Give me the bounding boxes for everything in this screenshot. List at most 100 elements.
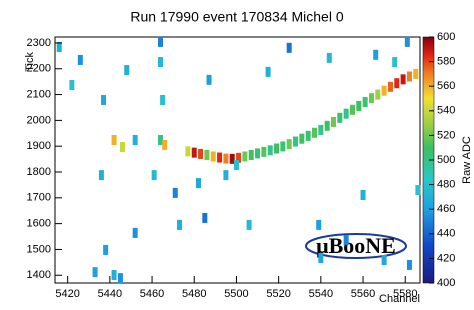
cell [261, 147, 266, 157]
cell [255, 148, 260, 158]
x-tick-label: 5460 [140, 288, 164, 300]
cell [373, 50, 378, 60]
cell [280, 141, 285, 151]
y-tick-label: 2100 [27, 88, 51, 100]
colorbar-tick-label: 520 [437, 129, 455, 141]
cell [392, 57, 397, 67]
cell [316, 220, 321, 230]
cell [133, 135, 138, 145]
colorbar-tick-label: 600 [437, 31, 455, 43]
cell [356, 101, 361, 111]
cell [211, 152, 216, 162]
colorbar-tick-label: 540 [437, 105, 455, 117]
cell [173, 188, 178, 198]
y-tick-label: 2300 [27, 37, 51, 49]
cell [405, 37, 410, 47]
cell [325, 121, 330, 131]
page: Run 17990 event 170834 Michel 0 Channel … [0, 0, 474, 310]
colorbar-tick-label: 440 [437, 228, 455, 240]
y-tick-label: 1600 [27, 218, 51, 230]
cell [223, 170, 228, 180]
cell [287, 139, 292, 149]
cell [69, 80, 74, 90]
chart-title: Run 17990 event 170834 Michel 0 [130, 9, 343, 25]
cell [363, 97, 368, 107]
cell [57, 42, 62, 52]
cell [247, 220, 252, 230]
colorbar-tick-label: 580 [437, 56, 455, 68]
cell [331, 117, 336, 127]
cell [306, 131, 311, 141]
cell [185, 146, 190, 156]
cell [293, 137, 298, 147]
cell [158, 37, 163, 47]
cell [103, 245, 108, 255]
cell [198, 149, 203, 159]
x-tick-label: 5540 [309, 288, 333, 300]
cell [327, 53, 332, 63]
x-tick-label: 5580 [393, 288, 417, 300]
cell [162, 140, 167, 150]
colorbar-label: Raw ADC [461, 136, 473, 184]
cell [93, 267, 98, 277]
cell [112, 270, 117, 280]
y-tick-label: 1800 [27, 166, 51, 178]
colorbar-tick-label: 400 [437, 277, 455, 289]
cell [375, 90, 380, 100]
cell [388, 82, 393, 92]
cell [112, 135, 117, 145]
cell [344, 235, 349, 245]
x-tick-label: 5500 [224, 288, 248, 300]
cell [196, 178, 201, 188]
x-tick-label: 5440 [98, 288, 122, 300]
cell [344, 109, 349, 119]
cell [407, 260, 412, 270]
colorbar-tick-label: 500 [437, 154, 455, 166]
cell [394, 78, 399, 88]
cell [287, 43, 292, 53]
x-tick-label: 5560 [351, 288, 375, 300]
y-tick-label: 1400 [27, 269, 51, 281]
cell [192, 148, 197, 158]
cell [242, 152, 247, 162]
cell [361, 190, 366, 200]
y-tick-label: 2000 [27, 114, 51, 126]
colorbar-tick-label: 420 [437, 252, 455, 264]
cell [413, 69, 418, 79]
cell [274, 144, 279, 154]
cell [382, 86, 387, 96]
cell [312, 128, 317, 138]
cell [318, 253, 323, 263]
cell [249, 150, 254, 160]
y-tick-label: 1900 [27, 140, 51, 152]
cell [101, 95, 106, 105]
cell [204, 150, 209, 160]
cell [234, 160, 239, 170]
x-tick-label: 5480 [182, 288, 206, 300]
cell [124, 65, 129, 75]
colorbar-tick-label: 560 [437, 80, 455, 92]
logo: μBooNE [316, 233, 396, 258]
cell [268, 145, 273, 155]
cell [266, 67, 271, 77]
cell [202, 213, 207, 223]
cell [369, 93, 374, 103]
cell [407, 71, 412, 81]
y-tick-label: 2200 [27, 63, 51, 75]
cell [99, 170, 104, 180]
cell [337, 113, 342, 123]
cell [382, 255, 387, 265]
cell [158, 57, 163, 67]
colorbar-tick-label: 460 [437, 203, 455, 215]
cell [118, 273, 123, 283]
cell [217, 153, 222, 163]
cell [207, 75, 212, 85]
cell [133, 228, 138, 238]
cell [350, 105, 355, 115]
cell [160, 95, 165, 105]
cell [415, 185, 420, 195]
cell [299, 134, 304, 144]
chart: Run 17990 event 170834 Michel 0 Channel … [0, 0, 474, 305]
cell [318, 125, 323, 135]
x-tick-label: 5420 [55, 288, 79, 300]
